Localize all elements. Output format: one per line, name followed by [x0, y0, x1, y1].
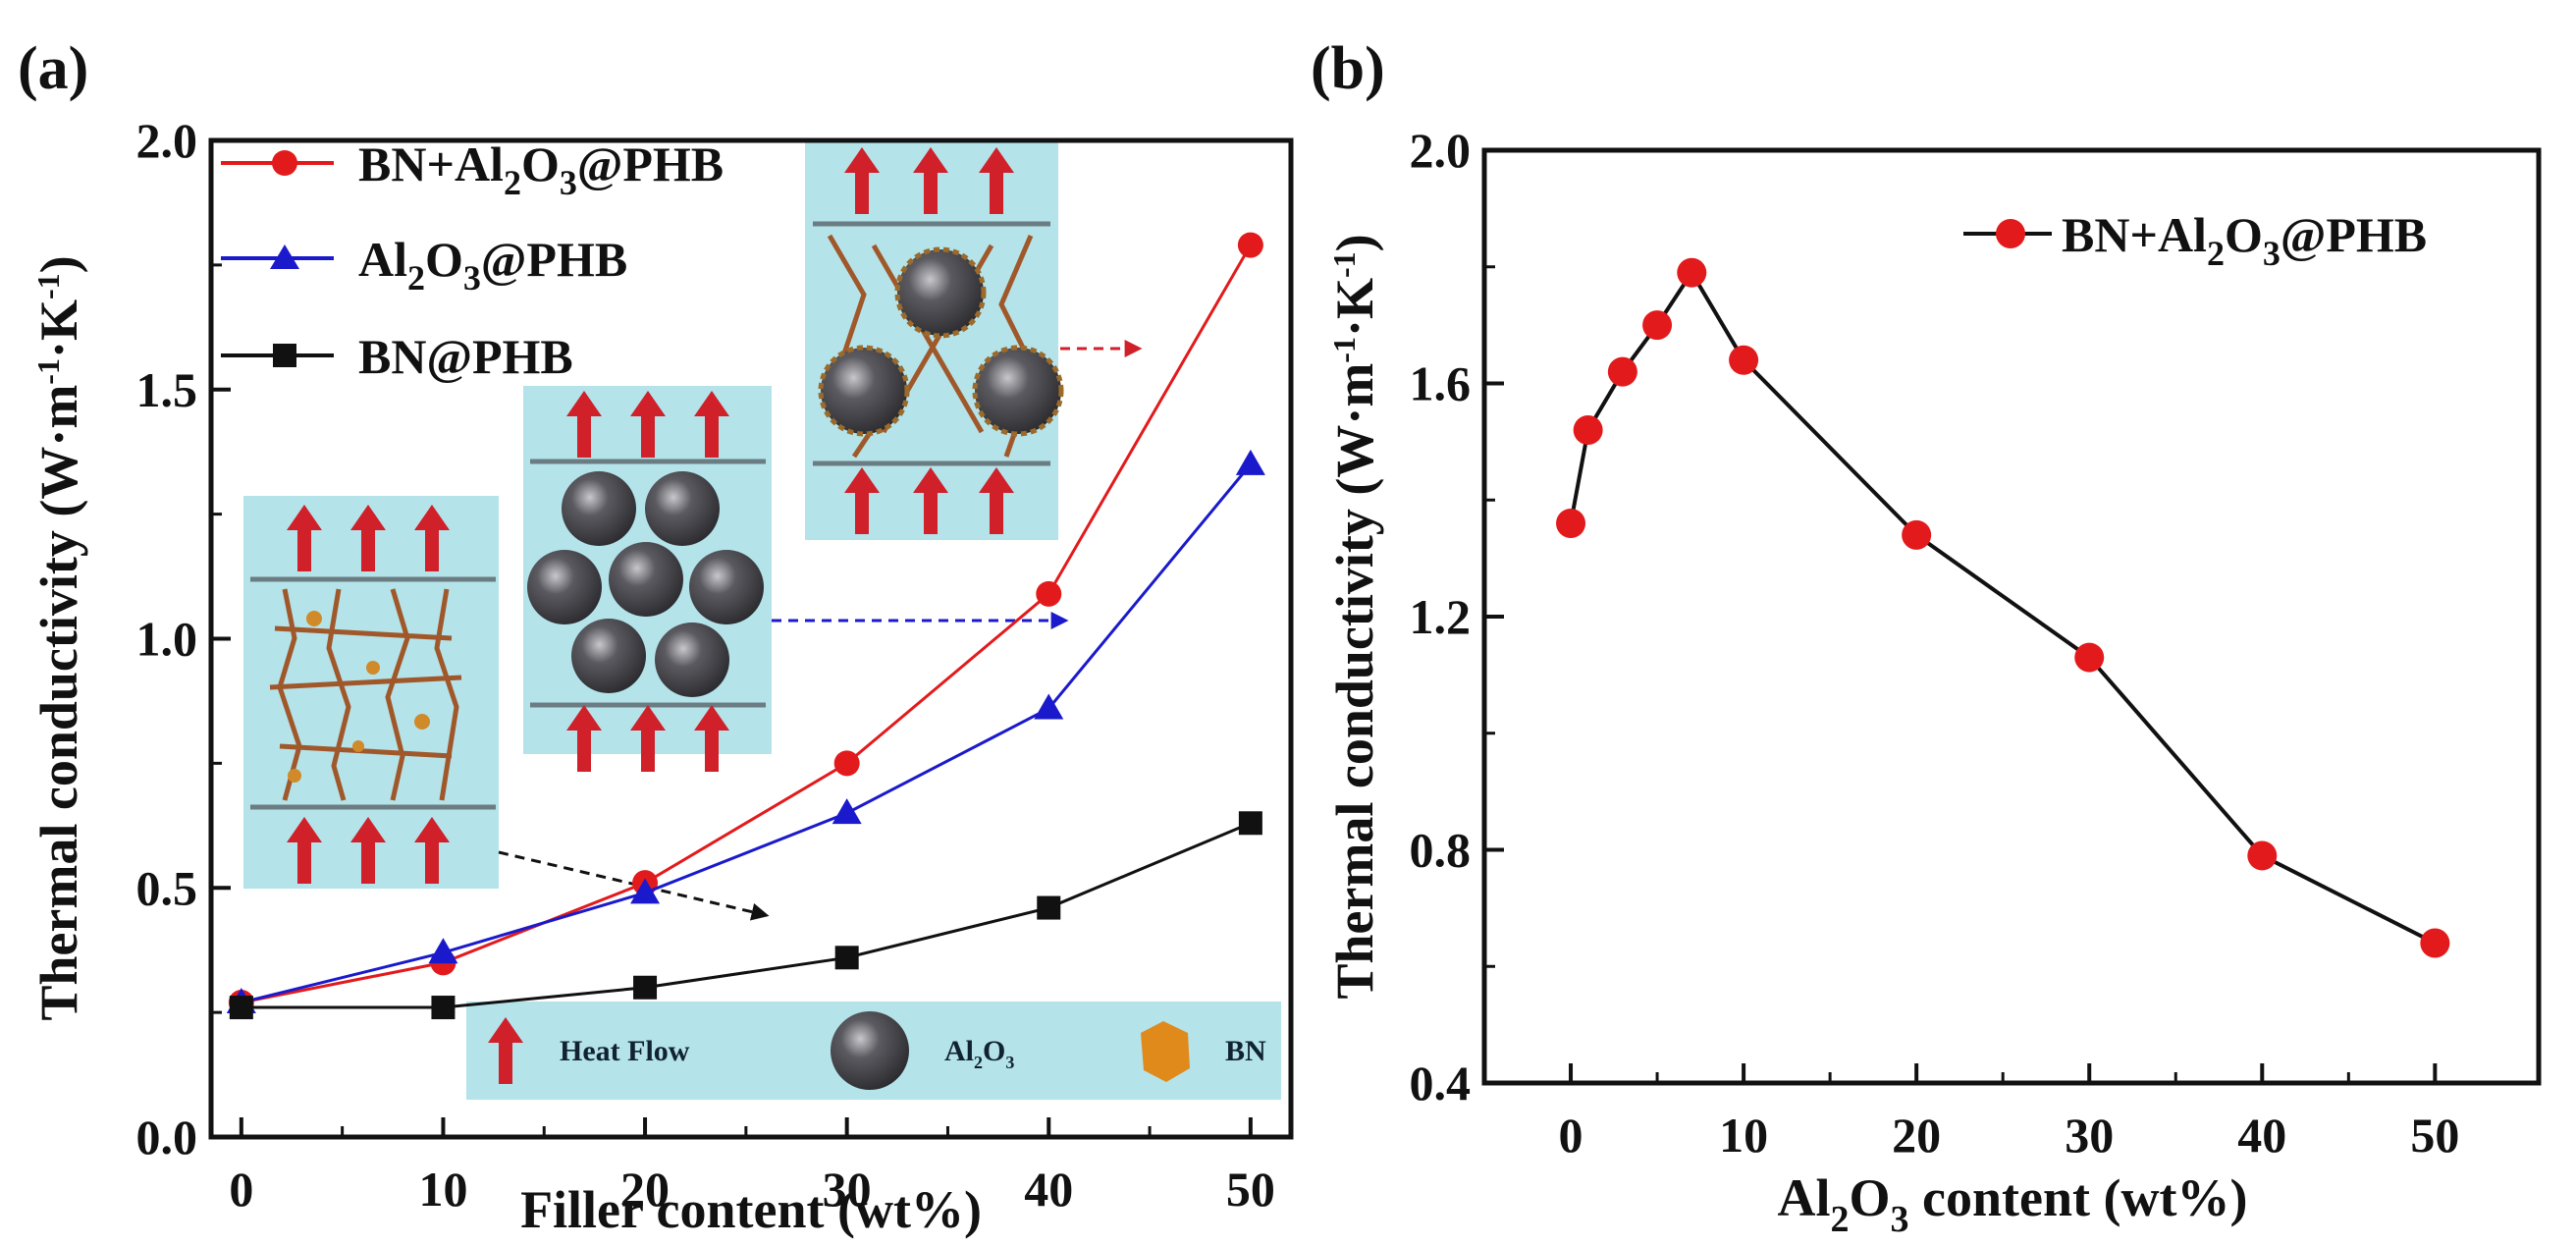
panel-b-series [1556, 257, 2450, 958]
y-tick-label: 0.5 [136, 860, 198, 915]
bn-hexagon-icon [1141, 1021, 1190, 1082]
panel-a-x-axis-title: Filler content (wt%) [520, 1180, 982, 1239]
panel-a-ticks: 0 10 20 30 40 50 0.0 0.5 1.0 1.5 2.0 [136, 113, 1275, 1217]
y-tick-label: 1.2 [1410, 589, 1472, 644]
data-point-triangle [428, 938, 458, 964]
svg-text:BN+Al2O3@PHB: BN+Al2O3@PHB [358, 136, 724, 202]
data-point-circle [2420, 928, 2450, 958]
x-tick-label: 40 [2237, 1108, 2286, 1163]
y-tick-label: 0.4 [1410, 1056, 1472, 1111]
data-point-circle [833, 750, 860, 777]
legend-item-bn-phb: BN@PHB [221, 329, 573, 384]
x-tick-label: 10 [1719, 1108, 1768, 1163]
inset-legend-bn: BN [1225, 1035, 1266, 1067]
legend-item-bn-al2o3-phb: BN+Al2O3@PHB [221, 136, 724, 202]
data-point-circle [1642, 310, 1673, 341]
panel-b-plot-frame [1481, 147, 2542, 1086]
data-point-square [1238, 811, 1262, 836]
x-tick-label: 50 [1226, 1162, 1275, 1217]
data-point-square [229, 996, 253, 1020]
inset-legend-al2o3: Al2O3 [944, 1035, 1014, 1072]
x-tick-label: 30 [823, 1162, 872, 1217]
data-point-triangle [630, 878, 661, 904]
panel-a-y-axis-title: Thermal conductivity (W·m-1·K-1) [29, 255, 88, 1020]
data-point-circle [2247, 840, 2278, 871]
y-tick-label: 1.0 [136, 612, 198, 667]
panel-b-x-axis-title: Al2O3 content (wt%) [1778, 1168, 2248, 1240]
x-tick-label: 20 [1892, 1108, 1941, 1163]
data-point-circle [1607, 356, 1637, 387]
x-tick-label: 10 [418, 1162, 467, 1217]
y-tick-label: 2.0 [136, 113, 198, 168]
y-tick-label: 0.8 [1410, 823, 1472, 878]
y-tick-label: 1.5 [136, 362, 198, 417]
panel-b-label: (b) [1311, 35, 1385, 102]
x-tick-label: 20 [620, 1162, 670, 1217]
data-point-square [633, 975, 658, 1000]
data-point-triangle [1034, 693, 1064, 720]
schematic-inset-hybrid [805, 140, 1064, 540]
x-tick-label: 30 [2065, 1108, 2114, 1163]
series-line [241, 462, 1253, 1004]
data-point-square [834, 946, 859, 970]
pointer-arrow-black [498, 850, 770, 921]
al2o3-sphere-icon [831, 1011, 909, 1090]
data-point-triangle [832, 798, 862, 825]
x-tick-label: 50 [2410, 1108, 2459, 1163]
series-line [241, 244, 1253, 1004]
svg-text:BN@PHB: BN@PHB [358, 329, 573, 384]
series-line [241, 821, 1252, 1009]
panel-b-legend: BN+Al2O3@PHB [1963, 207, 2427, 273]
data-point-circle [1556, 509, 1586, 538]
x-tick-label: 40 [1024, 1162, 1073, 1217]
y-tick-label: 1.6 [1410, 356, 1472, 411]
schematic-inset-bn-network [243, 496, 499, 889]
data-point-triangle [1235, 449, 1265, 475]
data-point-circle [1677, 257, 1707, 288]
data-point-circle [1729, 345, 1759, 375]
panel-a-chart: Heat Flow Al2O3 BN 0 10 20 30 40 50 0.0 0.5 1.0 1… [29, 113, 1294, 1239]
panel-b-ticks: 0 10 20 30 40 50 0.4 0.8 1.2 1.6 2.0 [1410, 123, 2460, 1163]
panel-b-y-axis-title: Thermal conductivity (W·m-1·K-1) [1325, 234, 1384, 999]
inset-legend-heat-flow: Heat Flow [560, 1035, 690, 1067]
data-point-circle [2074, 642, 2105, 673]
data-point-circle [1573, 415, 1603, 445]
legend-item-al2o3-phb: Al2O3@PHB [221, 232, 627, 298]
svg-text:BN+Al2O3@PHB: BN+Al2O3@PHB [2062, 207, 2427, 273]
series-line [1569, 268, 2437, 946]
data-point-circle [1036, 580, 1062, 607]
x-tick-label: 0 [229, 1162, 253, 1217]
inset-legend: Heat Flow Al2O3 BN [466, 1002, 1281, 1100]
panel-b-chart: 0 10 20 30 40 500.40.81.21.62.0 BN+Al2O3@PHB … [1325, 123, 2542, 1240]
data-point-circle [1237, 232, 1263, 258]
panel-a-label: (a) [18, 35, 88, 102]
x-tick-label: 0 [1559, 1108, 1583, 1163]
y-tick-label: 2.0 [1410, 123, 1472, 178]
schematic-inset-al2o3-packing [523, 386, 772, 772]
panel-a-series [226, 232, 1265, 1020]
panel-a-legend: BN+Al2O3@PHB Al2O3@PHB BN@PHB [221, 136, 724, 384]
data-point-square [1037, 895, 1061, 920]
svg-text:Al2O3@PHB: Al2O3@PHB [358, 232, 627, 298]
data-point-square [431, 996, 456, 1020]
y-tick-label: 0.0 [136, 1110, 198, 1165]
data-point-circle [1902, 519, 1932, 550]
